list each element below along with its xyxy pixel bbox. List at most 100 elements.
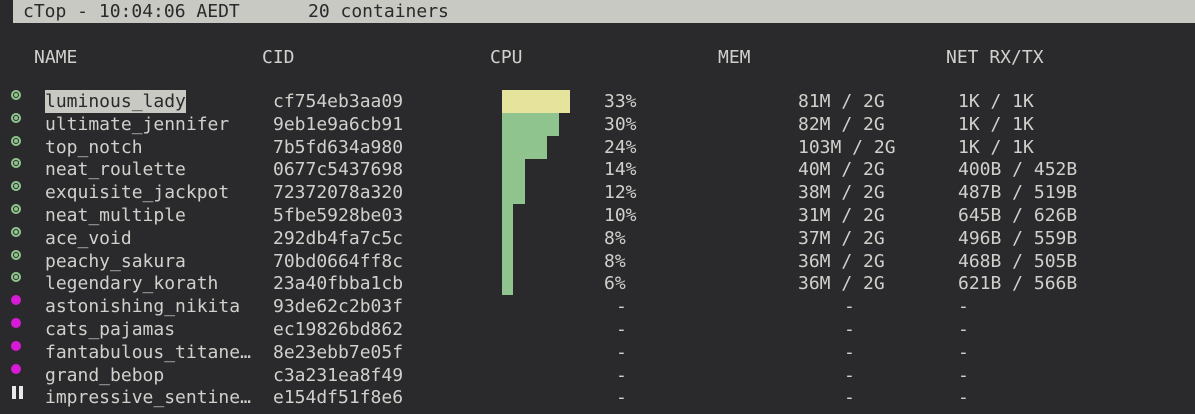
mem-value: 81M / 2G: [798, 91, 885, 112]
mem-value: 36M / 2G: [798, 250, 885, 272]
mem-value: 38M / 2G: [798, 182, 885, 204]
mem-value: -: [844, 341, 855, 363]
mem-value: -: [844, 319, 855, 340]
container-name: legendary_korath: [45, 273, 219, 295]
mem-value: -: [844, 296, 855, 318]
container-cid: 292db4fa7c5c: [273, 227, 404, 249]
container-row[interactable]: neat_multiple 5fbe5928be03 10% 31M / 2G 645B…: [0, 204, 1195, 227]
header-title: cTop - 10:04:06 AEDT: [23, 1, 240, 22]
stopped-status-icon: [11, 340, 21, 351]
column-name[interactable]: NAME: [34, 47, 78, 68]
container-row[interactable]: legendary_korath 23a40fbba1cb 6% 36M / 2G 62…: [0, 272, 1195, 296]
container-name: fantabulous_titane…: [45, 341, 251, 363]
cpu-value: 8%: [604, 227, 626, 249]
cpu-bar: [502, 135, 548, 159]
net-value: 1K / 1K: [958, 91, 1034, 112]
cpu-value: 10%: [604, 205, 637, 226]
container-name: top_notch: [45, 136, 143, 158]
mem-value: -: [844, 387, 855, 409]
container-name: grand_bebop: [45, 364, 165, 386]
net-value: 645B / 626B: [958, 205, 1078, 226]
container-row[interactable]: luminous_lady cf754eb3aa09 33% 81M / 2G 1K /…: [0, 90, 1195, 113]
container-cid: 70bd0664ff8c: [273, 250, 404, 272]
container-name: cats_pajamas: [45, 319, 176, 340]
container-cid: 0677c5437698: [273, 159, 404, 181]
net-value: -: [958, 341, 969, 363]
cpu-value: 6%: [604, 273, 626, 295]
running-status-icon: [11, 226, 21, 237]
cpu-bar: [502, 204, 514, 227]
container-name: impressive_sentine…: [45, 387, 251, 409]
net-value: 400B / 452B: [958, 159, 1078, 181]
running-status-icon: [11, 249, 21, 260]
container-row[interactable]: ultimate_jennifer 9eb1e9a6cb91 30% 82M / 2G…: [0, 112, 1195, 136]
paused-icon: [12, 386, 24, 400]
column-mem[interactable]: MEM: [718, 47, 751, 68]
cpu-bar: [502, 158, 525, 182]
net-value: 496B / 559B: [958, 227, 1078, 249]
container-name: exquisite_jackpot: [45, 182, 230, 204]
cpu-bar: [502, 249, 514, 273]
container-cid: c3a231ea8f49: [273, 364, 404, 386]
cpu-value: 14%: [604, 159, 637, 181]
cpu-value: 33%: [604, 91, 637, 112]
column-cid[interactable]: CID: [262, 47, 295, 68]
net-value: -: [958, 387, 969, 409]
stopped-status-icon: [11, 295, 21, 306]
net-value: -: [958, 296, 969, 318]
net-value: -: [958, 364, 969, 386]
mem-value: 31M / 2G: [798, 205, 885, 226]
container-name: ace_void: [45, 227, 132, 249]
container-cid: 9eb1e9a6cb91: [273, 113, 404, 135]
cpu-value: 8%: [604, 250, 626, 272]
container-row[interactable]: exquisite_jackpot 72372078a320 12% 38M / 2G…: [0, 181, 1195, 205]
running-status-icon: [11, 112, 21, 123]
container-cid: 23a40fbba1cb: [273, 273, 404, 295]
column-cpu[interactable]: CPU: [490, 47, 523, 68]
container-row[interactable]: ace_void 292db4fa7c5c 8% 37M / 2G 496B / 559…: [0, 226, 1195, 250]
running-status-icon: [11, 181, 21, 192]
container-cid: ec19826bd862: [273, 319, 404, 340]
container-name: peachy_sakura: [45, 250, 186, 272]
net-value: 487B / 519B: [958, 182, 1078, 204]
container-row[interactable]: grand_bebop c3a231ea8f49 - - -: [0, 363, 1195, 387]
mem-value: 36M / 2G: [798, 273, 885, 295]
container-name: astonishing_nikita: [45, 296, 241, 318]
running-status-icon: [11, 158, 21, 169]
container-row[interactable]: top_notch 7b5fd634a980 24% 103M / 2G 1K / 1K: [0, 135, 1195, 159]
container-count: 20 containers: [308, 1, 449, 22]
cpu-value: -: [616, 341, 627, 363]
header-bar: cTop - 10:04:06 AEDT 20 containers: [13, 0, 1195, 23]
cpu-value: 24%: [604, 136, 637, 158]
net-value: 1K / 1K: [958, 136, 1034, 158]
container-cid: cf754eb3aa09: [273, 91, 404, 112]
container-row[interactable]: peachy_sakura 70bd0664ff8c 8% 36M / 2G 468B …: [0, 249, 1195, 273]
cpu-value: -: [616, 364, 627, 386]
running-status-icon: [11, 135, 21, 146]
cpu-value: 12%: [604, 182, 637, 204]
stopped-status-icon: [11, 318, 21, 328]
cpu-bar: [502, 112, 559, 136]
container-cid: 72372078a320: [273, 182, 404, 204]
container-row[interactable]: astonishing_nikita 93de62c2b03f - - -: [0, 295, 1195, 318]
container-cid: 7b5fd634a980: [273, 136, 404, 158]
container-cid: 8e23ebb7e05f: [273, 341, 404, 363]
container-row[interactable]: cats_pajamas ec19826bd862 - - -: [0, 318, 1195, 341]
stopped-status-icon: [11, 363, 21, 374]
net-value: 468B / 505B: [958, 250, 1078, 272]
container-row[interactable]: impressive_sentine… e154df51f8e6 - - -: [0, 386, 1195, 409]
cpu-value: -: [616, 319, 627, 340]
container-cid: e154df51f8e6: [273, 387, 404, 409]
mem-value: 40M / 2G: [798, 159, 885, 181]
running-status-icon: [11, 204, 21, 214]
container-name: luminous_lady: [45, 90, 186, 113]
container-name: ultimate_jennifer: [45, 113, 230, 135]
net-value: 621B / 566B: [958, 273, 1078, 295]
column-net[interactable]: NET RX/TX: [946, 47, 1044, 68]
cpu-bar: [502, 272, 514, 296]
container-row[interactable]: fantabulous_titane… 8e23ebb7e05f - - -: [0, 340, 1195, 364]
container-row[interactable]: neat_roulette 0677c5437698 14% 40M / 2G 400B…: [0, 158, 1195, 182]
mem-value: 37M / 2G: [798, 227, 885, 249]
cpu-bar: [502, 181, 525, 205]
container-name: neat_multiple: [45, 205, 186, 226]
